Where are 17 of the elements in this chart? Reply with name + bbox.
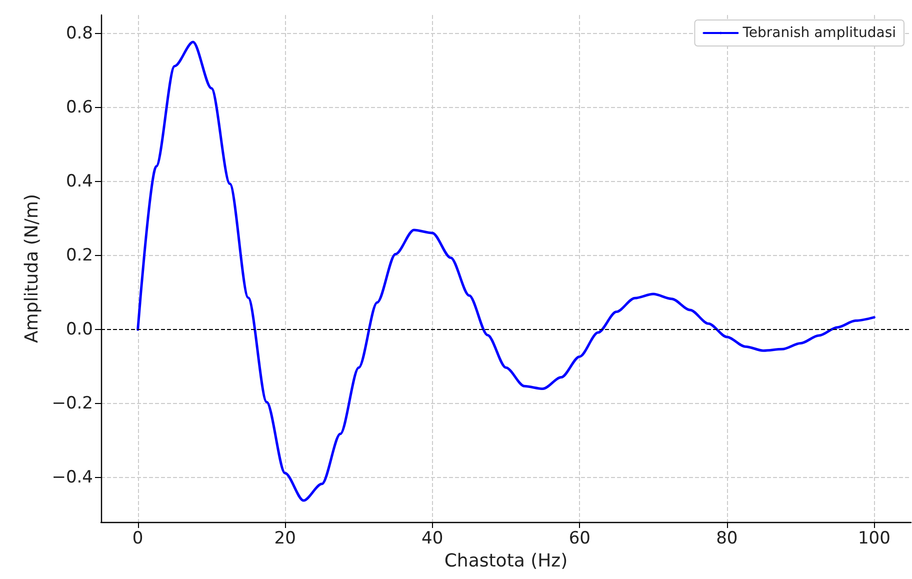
x-tick-label: 80: [716, 528, 738, 548]
x-tick-label: 20: [274, 528, 296, 548]
y-tick-label: −0.4: [52, 468, 93, 488]
x-tick-label: 0: [132, 528, 144, 548]
x-axis-title: Chastota (Hz): [444, 550, 568, 572]
x-tick-label: 40: [422, 528, 444, 548]
x-tick-label: 100: [858, 528, 890, 548]
y-tick-label: 0.0: [66, 320, 93, 340]
y-tick-label: 0.2: [66, 246, 93, 266]
y-tick-label: 0.8: [66, 24, 93, 44]
line-series: [136, 40, 876, 502]
y-tick-label: −0.2: [52, 394, 93, 414]
y-tick-label: 0.4: [66, 172, 93, 192]
y-tick-label: 0.6: [66, 98, 93, 118]
x-tick-label: 60: [568, 528, 590, 548]
legend-label: Tebranish amplitudasi: [742, 25, 896, 41]
y-axis-title: Amplituda (N/m): [21, 194, 42, 344]
